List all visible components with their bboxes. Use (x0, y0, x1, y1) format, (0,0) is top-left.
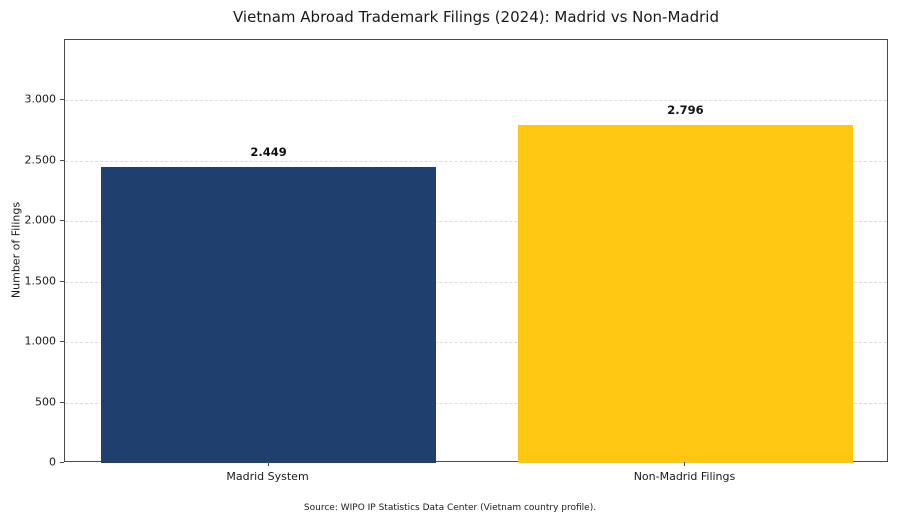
source-note: Source: WIPO IP Statistics Data Center (… (303, 503, 597, 513)
y-tick-label: 0 (49, 455, 56, 469)
y-gridline (65, 160, 887, 162)
y-gridline (65, 281, 887, 283)
x-tick-label: Madrid System (226, 470, 309, 483)
bar-value-label: 2.449 (250, 145, 287, 160)
y-gridline (65, 342, 887, 344)
y-tick-label: 500 (35, 395, 56, 409)
y-gridline (65, 221, 887, 223)
y-gridline (65, 402, 887, 404)
bar-non-madrid-filings (518, 125, 853, 463)
y-gridline (65, 100, 887, 102)
x-tick-label: Non-Madrid Filings (633, 470, 736, 483)
y-axis-title: Number of Filings (9, 201, 23, 299)
bar-madrid-system (101, 167, 436, 463)
y-tick-label: 3.000 (24, 92, 57, 106)
y-tick-label: 1.000 (24, 334, 57, 348)
chart-title: Vietnam Abroad Trademark Filings (2024):… (233, 8, 719, 26)
y-tick-label: 1.500 (24, 274, 57, 288)
plot-area: 2.449 2.796 (64, 39, 888, 463)
y-tick-mark (60, 462, 64, 463)
bar-value-label: 2.796 (667, 103, 704, 118)
y-tick-label: 2.500 (24, 153, 57, 167)
y-tick-label: 2.000 (24, 213, 57, 227)
